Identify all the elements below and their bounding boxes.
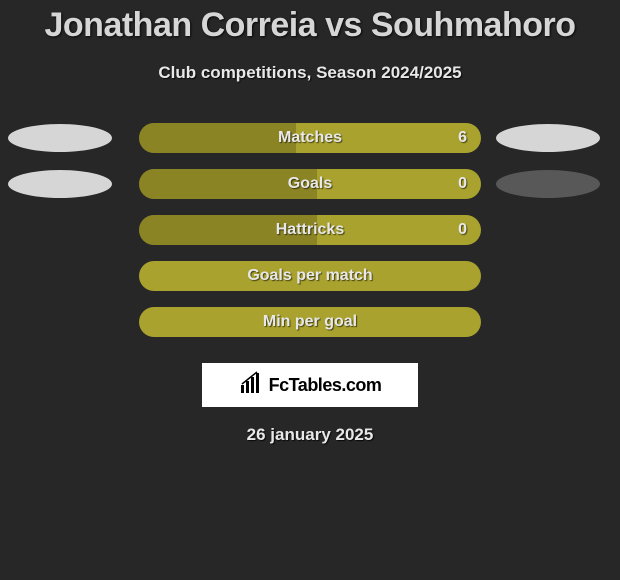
stat-value-right: 0 <box>458 175 467 193</box>
stat-label: Goals <box>288 175 332 193</box>
stat-bar: Matches 6 <box>139 123 481 153</box>
chart-icon <box>239 371 263 400</box>
player-right-marker <box>496 124 600 152</box>
stat-rows: Matches 6 Goals 0 Hattricks 0 Goals per match M… <box>0 115 620 345</box>
stat-bar: Hattricks 0 <box>139 215 481 245</box>
stat-row: Goals 0 <box>0 161 620 207</box>
stat-row: Hattricks 0 <box>0 207 620 253</box>
stat-label: Min per goal <box>263 313 357 331</box>
stat-row: Matches 6 <box>0 115 620 161</box>
stat-label: Goals per match <box>247 267 372 285</box>
stat-bar: Goals 0 <box>139 169 481 199</box>
player-right-marker <box>496 170 600 198</box>
stat-bar: Goals per match <box>139 261 481 291</box>
snapshot-date: 26 january 2025 <box>0 425 620 445</box>
source-logo: FcTables.com <box>202 363 418 407</box>
comparison-title: Jonathan Correia vs Souhmahoro <box>0 0 620 45</box>
stat-label: Hattricks <box>276 221 344 239</box>
player-left-marker <box>8 170 112 198</box>
stat-bar: Min per goal <box>139 307 481 337</box>
comparison-subtitle: Club competitions, Season 2024/2025 <box>0 63 620 83</box>
stat-value-right: 0 <box>458 221 467 239</box>
stat-label: Matches <box>278 129 342 147</box>
stat-row: Min per goal <box>0 299 620 345</box>
stat-value-right: 6 <box>458 129 467 147</box>
stat-row: Goals per match <box>0 253 620 299</box>
stat-bar-fill <box>139 123 296 153</box>
logo-text: FcTables.com <box>269 375 382 396</box>
player-left-marker <box>8 124 112 152</box>
